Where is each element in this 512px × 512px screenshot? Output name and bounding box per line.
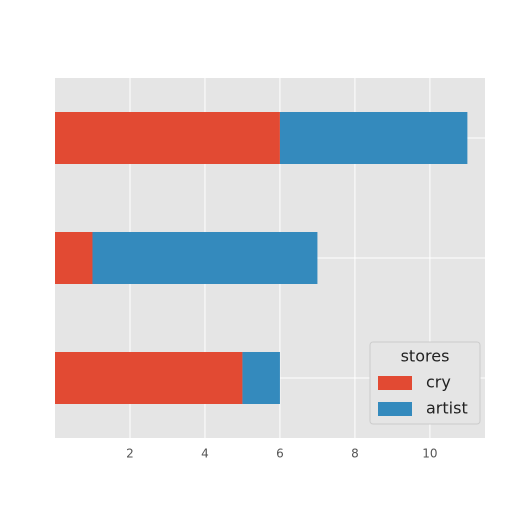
legend-label: artist bbox=[426, 399, 468, 418]
legend: stores cry artist bbox=[369, 341, 481, 425]
x-tick-label: 2 bbox=[126, 447, 134, 461]
legend-label: cry bbox=[426, 373, 451, 392]
bar bbox=[279, 112, 468, 164]
legend-swatch bbox=[378, 376, 412, 390]
x-tick-label: 6 bbox=[276, 447, 284, 461]
x-tick-label: 4 bbox=[201, 447, 209, 461]
bar bbox=[55, 112, 280, 164]
bar bbox=[55, 352, 243, 404]
x-tick-label: 8 bbox=[351, 447, 359, 461]
bar bbox=[92, 232, 318, 284]
legend-swatch bbox=[378, 402, 412, 416]
x-tick-label: 10 bbox=[422, 447, 437, 461]
bar bbox=[55, 232, 93, 284]
bar bbox=[242, 352, 280, 404]
legend-title: stores bbox=[401, 347, 450, 366]
